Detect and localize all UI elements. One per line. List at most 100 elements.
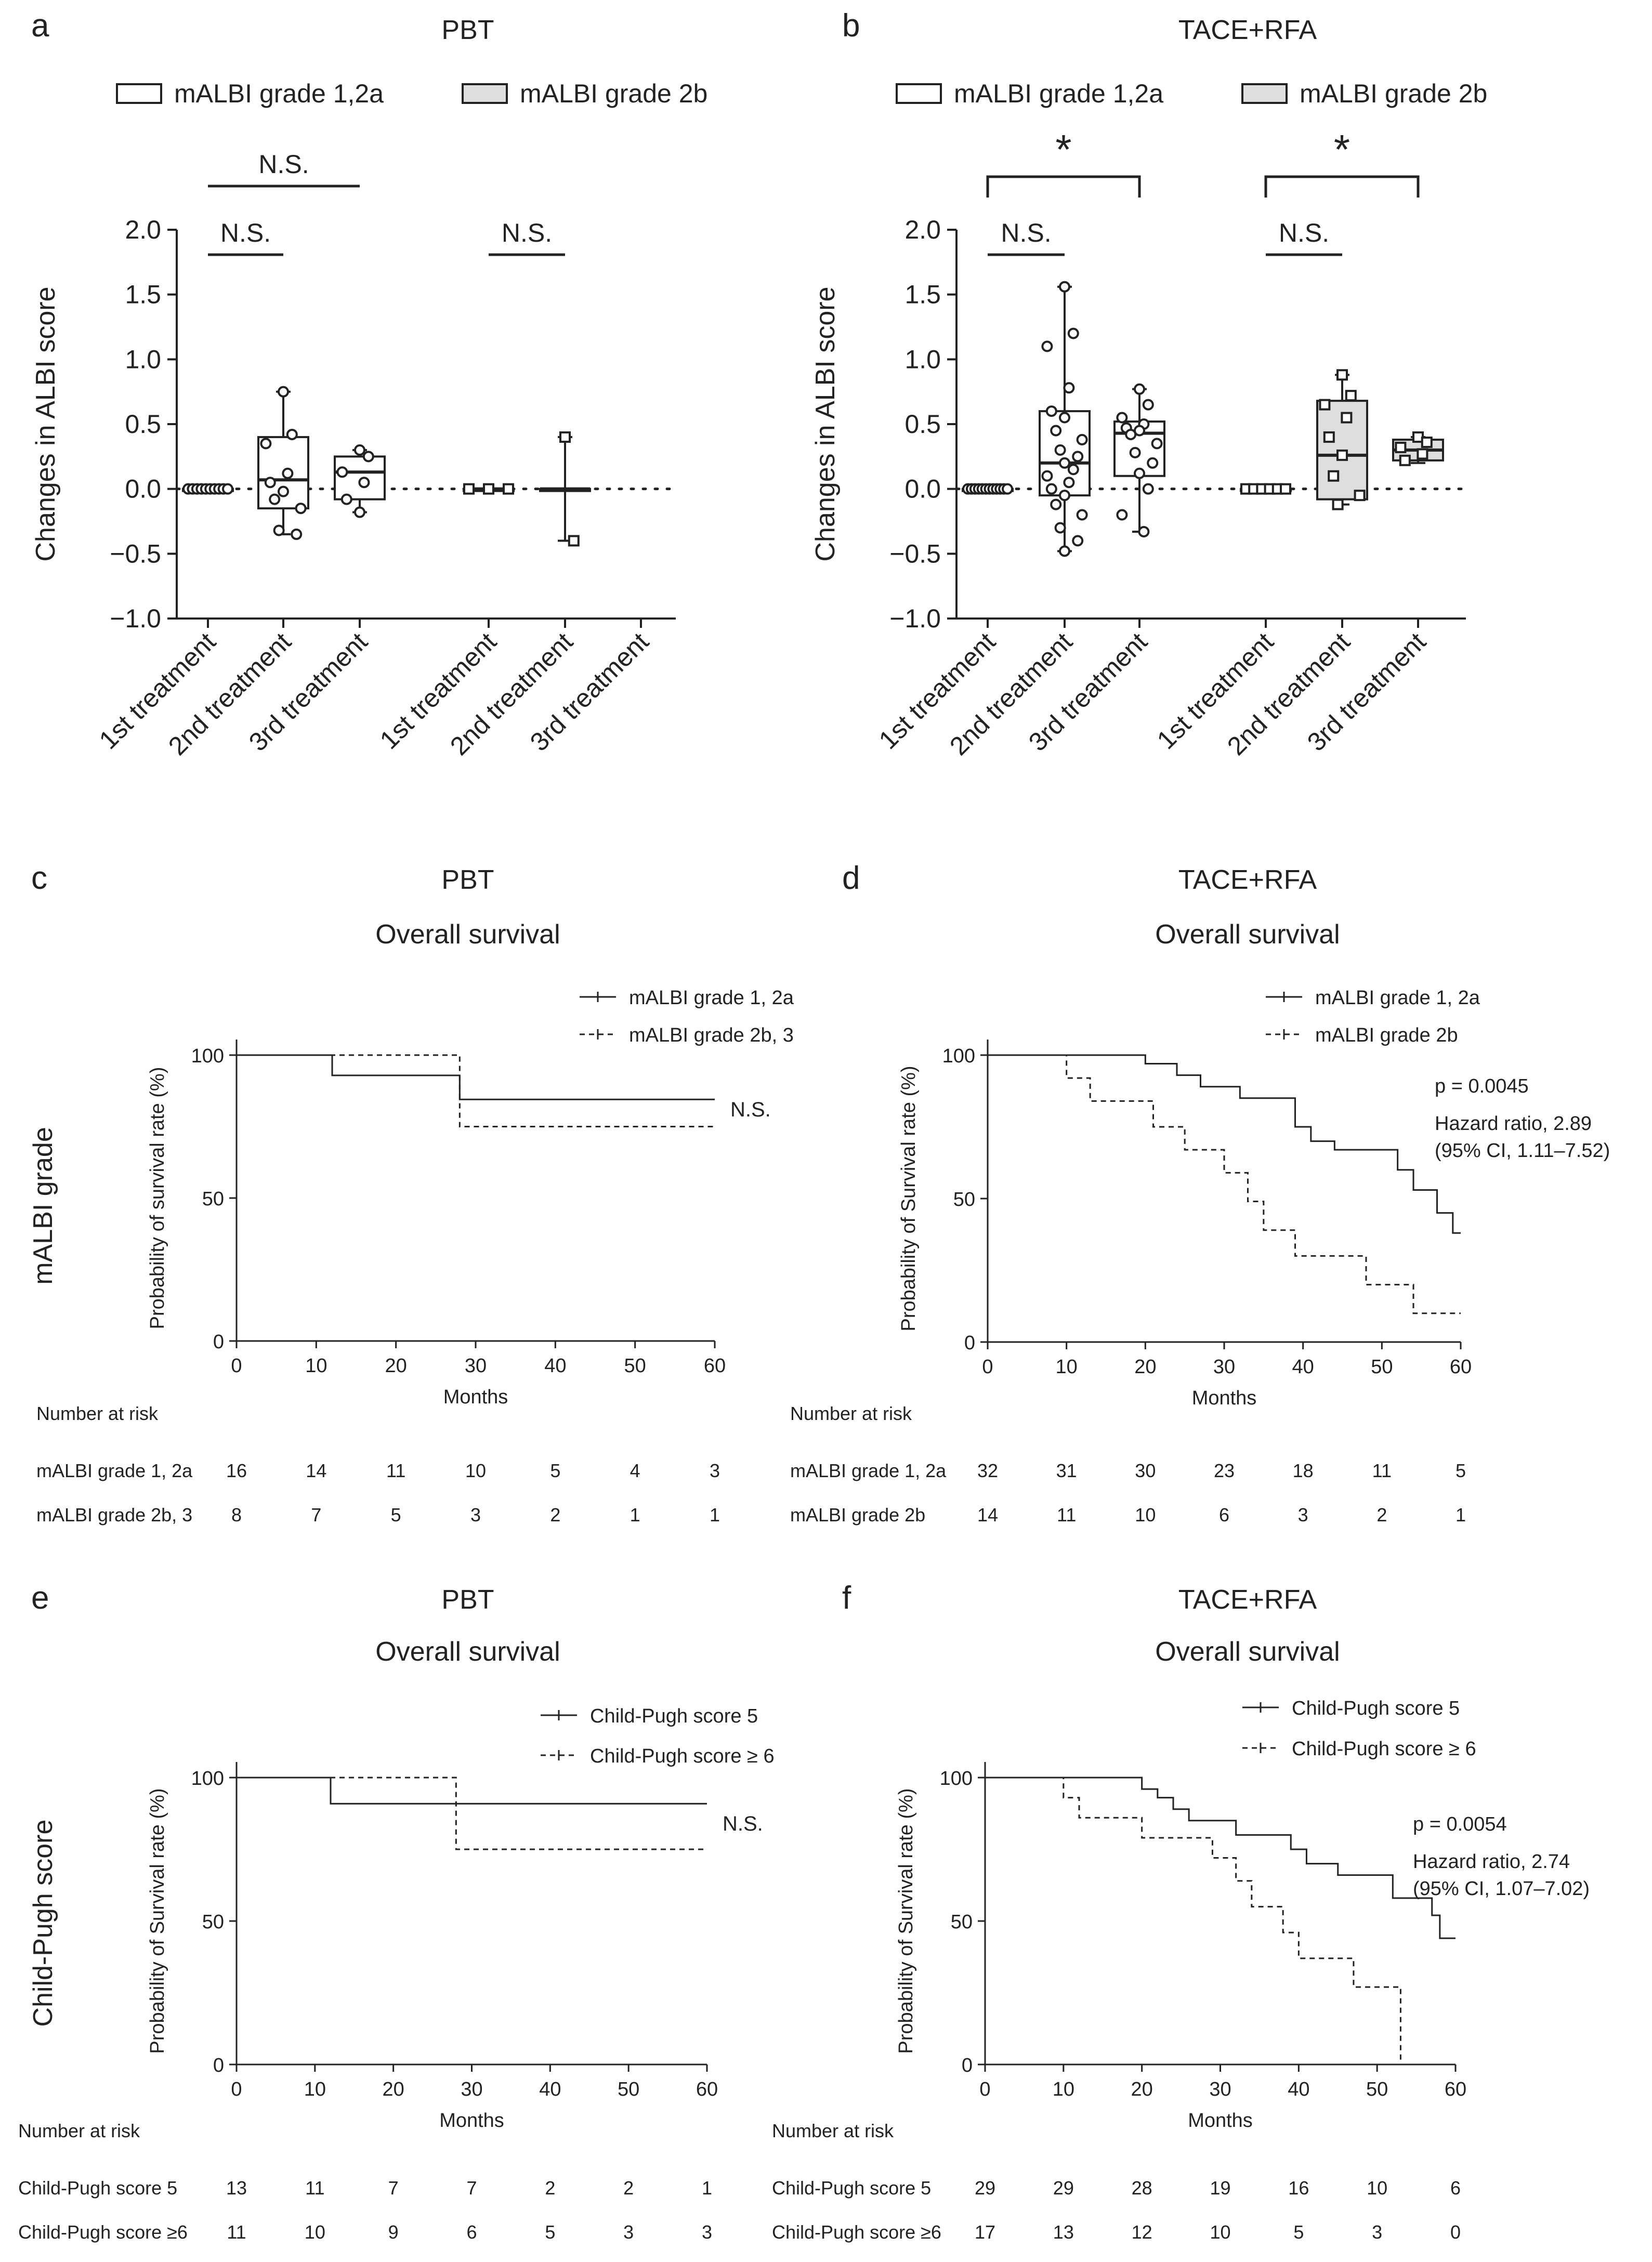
panel-title-f: TACE+RFA xyxy=(1178,1585,1317,1615)
y-tick-label: 0.5 xyxy=(125,410,161,439)
risk-table-header: Number at risk xyxy=(36,1403,159,1424)
panel-letter-b: b xyxy=(842,8,860,44)
risk-table-value: 11 xyxy=(305,2177,324,2199)
data-point xyxy=(362,451,374,463)
data-point xyxy=(1002,483,1013,495)
x-tick-label: 40 xyxy=(544,1355,566,1377)
y-tick-label: 1.5 xyxy=(904,280,941,309)
y-tick-label: 0 xyxy=(962,2055,973,2076)
risk-table-value: 29 xyxy=(975,2177,995,2199)
risk-table-value: 3 xyxy=(702,2221,712,2243)
data-point xyxy=(1054,522,1066,534)
data-point xyxy=(1076,433,1088,445)
panel-subtitle-c: Overall survival xyxy=(375,919,560,950)
data-point xyxy=(1336,369,1348,381)
data-point xyxy=(503,483,514,495)
data-point xyxy=(1332,498,1344,510)
legend-label: mALBI grade 2b xyxy=(1300,79,1487,108)
data-point xyxy=(1045,405,1057,417)
risk-table-value: 7 xyxy=(311,1504,321,1525)
x-tick-label: 30 xyxy=(465,1355,487,1377)
data-point xyxy=(273,524,285,536)
data-point xyxy=(1417,448,1428,460)
risk-table-row-label: mALBI grade 2b, 3 xyxy=(36,1504,192,1525)
risk-table-header: Number at risk xyxy=(18,2120,140,2141)
x-tick-label: 30 xyxy=(461,2079,482,2100)
stat-text: Hazard ratio, 2.74 xyxy=(1413,1851,1570,1873)
risk-table-row-label: Child-Pugh score 5 xyxy=(772,2177,931,2199)
chart-panel-c: 100 50 00 10 20 30 40 50 60 Months Probability of … xyxy=(36,987,794,1525)
chart-panel-b: mALBI grade 1,2a mALBI grade 2b 2.0 1.5 1.0 0… xyxy=(810,79,1487,761)
data-point xyxy=(354,444,365,456)
y-tick-label: 0 xyxy=(213,1331,224,1353)
risk-table-value: 2 xyxy=(1376,1504,1387,1525)
box-iqr xyxy=(334,455,386,501)
risk-table-value: 3 xyxy=(710,1460,720,1481)
risk-table-value: 12 xyxy=(1132,2221,1152,2243)
data-point xyxy=(1059,457,1070,469)
x-tick-label: 20 xyxy=(385,1355,407,1377)
risk-table-value: 1 xyxy=(702,2177,712,2199)
data-point xyxy=(1323,431,1335,443)
x-tick-label: 30 xyxy=(1213,1356,1235,1378)
data-point xyxy=(1072,535,1084,547)
y-tick-label: 2.0 xyxy=(125,215,161,244)
x-tick-label: 50 xyxy=(618,2079,639,2100)
data-point xyxy=(278,485,289,497)
x-tick-label: 10 xyxy=(1056,1356,1078,1378)
data-point xyxy=(1054,444,1066,456)
y-tick-label: 0.0 xyxy=(904,475,941,504)
x-tick-label: 40 xyxy=(1292,1356,1314,1378)
x-tick-label: 10 xyxy=(304,2079,326,2100)
panel-title-a: PBT xyxy=(441,15,494,45)
significance-bracket xyxy=(986,175,1141,198)
x-tick-label: 20 xyxy=(1131,2079,1153,2100)
y-tick-label: 1.0 xyxy=(125,345,161,374)
risk-table-value: 3 xyxy=(1298,1504,1308,1525)
data-point xyxy=(336,466,348,478)
risk-table-value: 10 xyxy=(465,1460,486,1481)
risk-table-value: 2 xyxy=(545,2177,555,2199)
significance-label: N.S. xyxy=(730,1098,771,1121)
legend-label: Child-Pugh score ≥ 6 xyxy=(1292,1738,1476,1760)
survival-curve-solid xyxy=(237,1777,707,1805)
data-point xyxy=(1116,412,1128,424)
data-point xyxy=(1328,470,1340,482)
data-point xyxy=(463,483,475,495)
risk-table-row-label: mALBI grade 1, 2a xyxy=(36,1460,193,1481)
risk-table-value: 17 xyxy=(975,2221,995,2243)
y-axis-label: Probability of Survival rate (%) xyxy=(898,1066,920,1331)
risk-table-value: 3 xyxy=(1372,2221,1382,2243)
x-tick-label: 60 xyxy=(704,1355,726,1377)
stat-text: p = 0.0045 xyxy=(1435,1075,1529,1097)
y-tick-label: 0 xyxy=(964,1332,975,1354)
risk-table-value: 1 xyxy=(1456,1504,1466,1525)
data-point xyxy=(1399,454,1411,466)
risk-table-value: 6 xyxy=(466,2221,477,2243)
data-point xyxy=(1341,412,1353,424)
data-point xyxy=(269,493,281,505)
y-tick-label: 50 xyxy=(953,1189,975,1211)
significance-label: N.S. xyxy=(1001,218,1051,247)
x-axis-label: Months xyxy=(1188,2110,1253,2132)
legend-label: Child-Pugh score 5 xyxy=(1292,1698,1460,1719)
risk-table-value: 5 xyxy=(550,1460,560,1481)
risk-table-value: 30 xyxy=(1135,1460,1156,1481)
stat-text: (95% CI, 1.11–7.52) xyxy=(1435,1140,1610,1162)
y-axis-label: Probability of survival rate (%) xyxy=(147,1067,168,1330)
data-point xyxy=(1045,483,1057,495)
data-point xyxy=(1067,327,1079,339)
stat-text: Hazard ratio, 2.89 xyxy=(1435,1113,1592,1135)
survival-curve-solid xyxy=(988,1054,1461,1234)
significance-label: N.S. xyxy=(220,218,271,247)
risk-table-value: 3 xyxy=(470,1504,481,1525)
risk-table-value: 23 xyxy=(1214,1460,1235,1481)
risk-table-value: 11 xyxy=(227,2221,246,2243)
legend-swatch xyxy=(896,83,942,104)
risk-table-value: 18 xyxy=(1293,1460,1314,1481)
significance-label: * xyxy=(1334,126,1350,173)
row-label-bottom: Child-Pugh score xyxy=(28,1820,58,2027)
y-tick-label: 50 xyxy=(202,1911,224,1933)
data-point xyxy=(1041,470,1053,482)
significance-label: N.S. xyxy=(723,1812,763,1835)
